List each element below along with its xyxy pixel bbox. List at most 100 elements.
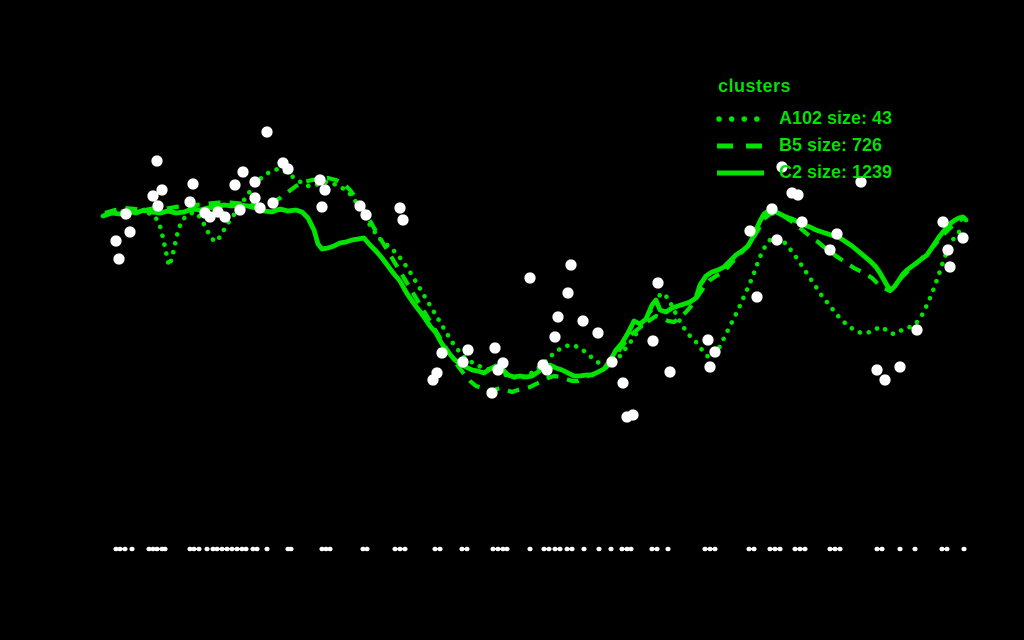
- rug-dot: [897, 546, 903, 552]
- scatter-point: [152, 200, 164, 212]
- scatter-point: [766, 203, 778, 215]
- scatter-point: [796, 216, 808, 228]
- scatter-point: [234, 204, 246, 216]
- rug-dot: [654, 546, 660, 552]
- scatter-point: [360, 209, 372, 221]
- scatter-point: [894, 361, 906, 373]
- rug-dot: [546, 546, 552, 552]
- rug-dot: [464, 546, 470, 552]
- scatter-point: [627, 409, 639, 421]
- rug-dot: [113, 546, 119, 552]
- scatter-point: [187, 178, 199, 190]
- rug-marks: [113, 546, 967, 552]
- scatter-point: [120, 208, 132, 220]
- legend: clusters A102 size: 43 B5 size: 726 C2 s…: [716, 76, 892, 186]
- scatter-point: [237, 166, 249, 178]
- scatter-point: [617, 377, 629, 389]
- scatter-point: [647, 335, 659, 347]
- scatter-point: [541, 364, 553, 376]
- rug-dot: [437, 546, 443, 552]
- rug-dot: [196, 546, 202, 552]
- rug-dot: [210, 546, 216, 552]
- rug-dot: [712, 546, 718, 552]
- rug-dot: [117, 546, 123, 552]
- scatter-point: [486, 387, 498, 399]
- rug-dot: [146, 546, 152, 552]
- scatter-point: [957, 232, 969, 244]
- rug-dot: [751, 546, 757, 552]
- scatter-point: [219, 211, 231, 223]
- scatter-point: [751, 291, 763, 303]
- rug-dot: [939, 546, 945, 552]
- rug-dot: [702, 546, 708, 552]
- rug-dot: [777, 546, 783, 552]
- scatter-point: [831, 228, 843, 240]
- rug-dot: [154, 546, 160, 552]
- scatter-point: [489, 342, 501, 354]
- rug-dot: [224, 546, 230, 552]
- rug-dot: [879, 546, 885, 552]
- rug-dot: [490, 546, 496, 552]
- rug-dot: [254, 546, 260, 552]
- scatter-point: [562, 287, 574, 299]
- scatter-point: [254, 202, 266, 214]
- scatter-point: [229, 179, 241, 191]
- scatter-point: [462, 344, 474, 356]
- rug-dot: [608, 546, 614, 552]
- rug-dot: [243, 546, 249, 552]
- rug-dot: [264, 546, 270, 552]
- rug-dot: [527, 546, 533, 552]
- scatter-point: [314, 174, 326, 186]
- dotted-line-sample-icon: [716, 115, 764, 122]
- rug-dot: [619, 546, 625, 552]
- rug-dot: [150, 546, 156, 552]
- rug-dot: [746, 546, 752, 552]
- legend-label-c2: C2 size: 1239: [779, 162, 893, 182]
- scatter-point: [282, 163, 294, 175]
- scatter-point: [792, 189, 804, 201]
- legend-title: clusters: [718, 76, 792, 96]
- rug-dot: [802, 546, 808, 552]
- rug-dot: [500, 546, 506, 552]
- scatter-point: [316, 201, 328, 213]
- rug-dot: [397, 546, 403, 552]
- scatter-point: [606, 356, 618, 368]
- scatter-point: [124, 226, 136, 238]
- scatter-point: [436, 347, 448, 359]
- rug-dot: [187, 546, 193, 552]
- scatter-point: [110, 235, 122, 247]
- rug-dot: [129, 546, 135, 552]
- scatter-point: [524, 272, 536, 284]
- scatter-point: [937, 216, 949, 228]
- scatter-point: [744, 225, 756, 237]
- rug-dot: [596, 546, 602, 552]
- scatter-point: [709, 346, 721, 358]
- rug-dot: [912, 546, 918, 552]
- rug-dot: [552, 546, 558, 552]
- rug-dot: [569, 546, 575, 552]
- rug-dot: [767, 546, 773, 552]
- scatter-point: [249, 176, 261, 188]
- rug-dot: [214, 546, 220, 552]
- scatter-point: [776, 161, 788, 173]
- rug-dot: [402, 546, 408, 552]
- scatter-point: [249, 192, 261, 204]
- rug-dot: [628, 546, 634, 552]
- rug-dot: [288, 546, 294, 552]
- rug-dot: [541, 546, 547, 552]
- rug-dot: [250, 546, 256, 552]
- scatter-point: [704, 361, 716, 373]
- rug-dot: [827, 546, 833, 552]
- rug-dot: [327, 546, 333, 552]
- scatter-point: [397, 214, 409, 226]
- rug-dot: [581, 546, 587, 552]
- rug-dot: [364, 546, 370, 552]
- scatter-point: [879, 374, 891, 386]
- rug-dot: [665, 546, 671, 552]
- rug-dot: [707, 546, 713, 552]
- scatter-point: [702, 334, 714, 346]
- rug-dot: [360, 546, 366, 552]
- scatter-point: [204, 211, 216, 223]
- scatter-point: [147, 190, 159, 202]
- scatter-point: [394, 202, 406, 214]
